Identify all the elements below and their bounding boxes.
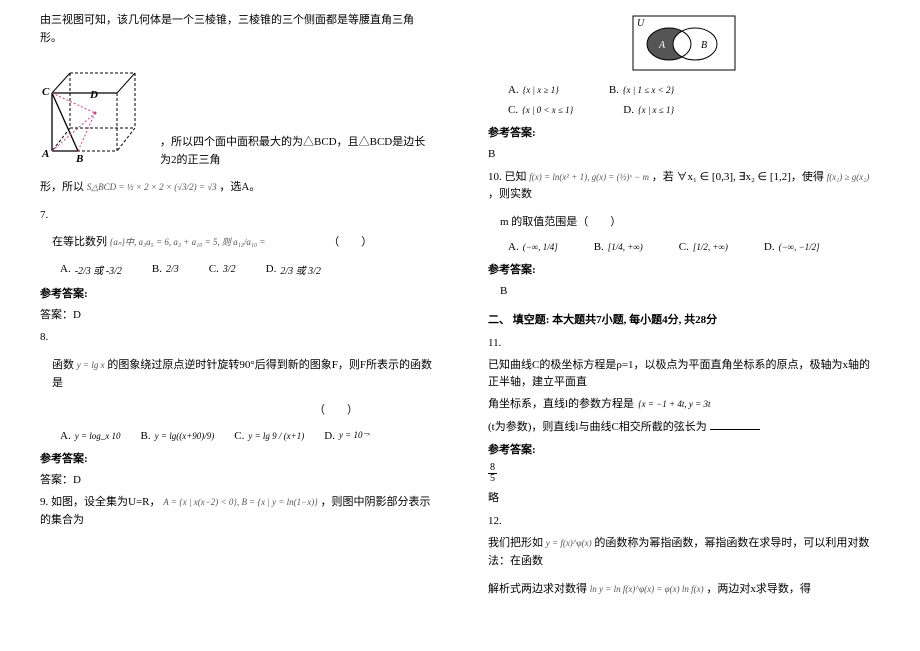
q8-answer: 答案：D	[40, 472, 432, 489]
q10-stem2: m 的取值范围是（ ）	[488, 214, 880, 232]
q8-paren: （ ）	[240, 402, 432, 420]
q12-number: 12.	[488, 513, 880, 530]
q11-ref-label: 参考答案:	[488, 441, 880, 457]
cube-diagram: C A B D	[40, 63, 160, 173]
svg-text:A: A	[658, 40, 666, 51]
q8-ref-label: 参考答案:	[40, 450, 432, 466]
q12-stem2: 解析式两边求对数得 ln y = ln f(x)^φ(x) = φ(x) ln …	[488, 581, 880, 599]
q8-number: 8.	[40, 329, 432, 347]
q11-note: 略	[488, 490, 880, 507]
q10-options: A.(−∞, 1/4] B.[1/4, +∞) C.[1/2, +∞) D.(−…	[508, 241, 880, 253]
q11-number: 11.	[488, 335, 880, 352]
q8-options: A.y = log_x 10 B.y = lg((x+90)/9) C.y = …	[60, 430, 432, 442]
svg-text:D: D	[89, 89, 98, 101]
q9-ref-label: 参考答案:	[488, 124, 880, 140]
venn-diagram: U A B	[629, 12, 739, 74]
q11-stem3: (t为参数)，则直线l与曲线C相交所截的弦长为	[488, 419, 880, 436]
q9-options-row1: A.{x | x ≥ 1} B.{x | 1 ≤ x < 2}	[508, 84, 880, 96]
q11-answer: 85	[488, 463, 880, 484]
q9-answer: B	[488, 146, 880, 163]
q7-answer: 答案：D	[40, 307, 432, 324]
formula-line: 形，所以 S△BCD = ½ × 2 × 2 × (√3/2) = √3 ，选A…	[40, 179, 432, 197]
q10-answer: B	[488, 283, 880, 301]
q7-number: 7.	[40, 207, 432, 225]
q9-stem: 9. 如图，设全集为U=R， A = {x | x(x−2) < 0}, B =…	[40, 494, 432, 529]
svg-text:C: C	[42, 86, 50, 98]
q7-ref-label: 参考答案:	[40, 285, 432, 301]
svg-text:U: U	[637, 18, 645, 29]
svg-text:B: B	[75, 153, 83, 165]
q12-stem1: 我们把形如 y = f(x)^φ(x) 的函数称为幂指函数，幂指函数在求导时，可…	[488, 535, 880, 570]
q10-stem: 10. 已知 f(x) = ln(x² + 1), g(x) = (½)ˣ − …	[488, 169, 880, 204]
after-cube-text: ，所以四个面中面积最大的为△BCD，且△BCD是边长为2的正三角	[160, 134, 432, 169]
q7-stem: 在等比数列 {aₙ}中, a₃a₅ = 6, a₃ + a₁₀ = 5, 则 a…	[40, 234, 432, 252]
formula-sbcd: S△BCD = ½ × 2 × 2 × (√3/2) = √3	[87, 182, 217, 192]
q9-options-row2: C.{x | 0 < x ≤ 1} D.{x | x ≤ 1}	[508, 104, 880, 116]
q11-stem1: 已知曲线C的极坐标方程是ρ=1，以极点为平面直角坐标系的原点，极轴为x轴的正半轴…	[488, 357, 880, 390]
blank-line	[710, 420, 760, 430]
intro-text: 由三视图可知，该几何体是一个三棱锥，三棱锥的三个侧面都是等腰直角三角形。	[40, 12, 432, 47]
q7-options: A.-2/3 或 -3/2 B.2/3 C.3/2 D.2/3 或 3/2	[60, 262, 432, 277]
q8-stem: 函数 y = lg x 的图象绕过原点逆时针旋转90°后得到新的图象F，则F所表…	[40, 357, 432, 392]
svg-text:A: A	[41, 148, 49, 160]
svg-text:B: B	[701, 40, 707, 51]
q10-ref-label: 参考答案:	[488, 261, 880, 277]
section2-head: 二、 填空题: 本大题共7小题, 每小题4分, 共28分	[488, 311, 880, 327]
q11-stem2: 角坐标系，直线l的参数方程是 {x = −1 + 4t, y = 3t	[488, 396, 880, 413]
